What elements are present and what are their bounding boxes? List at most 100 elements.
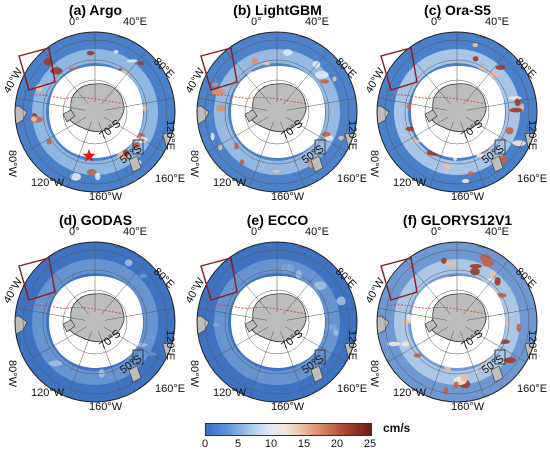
meridian-line bbox=[103, 326, 165, 363]
inset-box bbox=[494, 139, 506, 155]
meridian-line bbox=[378, 97, 448, 111]
velocity-patch bbox=[315, 70, 329, 79]
map-border bbox=[376, 241, 538, 403]
velocity-patch bbox=[212, 322, 220, 327]
study-region-box bbox=[200, 257, 238, 301]
meridian-line bbox=[463, 50, 509, 105]
longitude-label: 80°W bbox=[6, 150, 18, 178]
velocity-patch bbox=[470, 267, 480, 276]
velocity-patch bbox=[494, 277, 501, 286]
velocity-patch bbox=[86, 169, 97, 175]
velocity-patch bbox=[443, 162, 451, 171]
meridian-line bbox=[101, 260, 147, 315]
velocity-patch bbox=[516, 323, 521, 332]
meridian-line bbox=[283, 50, 329, 105]
study-region-box bbox=[380, 257, 418, 301]
polar-map: 0° 40°E80°E120°E160°E160°W120°W80°W40°W70… bbox=[1, 226, 185, 413]
velocity-patch bbox=[508, 96, 522, 100]
study-region-box bbox=[200, 47, 238, 91]
study-region-box bbox=[18, 257, 56, 301]
longitude-label: 120°W bbox=[31, 387, 65, 399]
velocity-patch bbox=[98, 369, 105, 378]
longitude-label: 0° bbox=[69, 226, 80, 238]
colorbar-tick: 15 bbox=[297, 438, 311, 450]
velocity-patch bbox=[327, 324, 337, 331]
velocity-patch bbox=[479, 65, 486, 70]
velocity-patch bbox=[386, 341, 401, 347]
longitude-label: 120°E bbox=[346, 120, 358, 150]
meridian-line bbox=[25, 326, 87, 363]
panel-title: (b) LightGBM bbox=[233, 2, 322, 18]
longitude-label: 160°W bbox=[451, 191, 485, 202]
map-container: 0° 40°E 80°E 120°E 160°E 160°W 120°W 80°W 40°W 70… bbox=[1, 16, 185, 207]
velocity-patch bbox=[472, 43, 478, 48]
velocity-patch bbox=[48, 360, 63, 367]
panel-ecco: (e) ECCO 0° 40°E 80°E 120°E 160°E 160°W 120°W 8… bbox=[183, 212, 369, 413]
antarctic-peninsula bbox=[424, 109, 438, 123]
velocity-patch bbox=[218, 144, 223, 151]
south-america-land bbox=[197, 315, 210, 339]
panel-title: (c) Ora-S5 bbox=[424, 2, 491, 18]
longitude-label: 120°E bbox=[526, 120, 538, 150]
south-america-land bbox=[377, 105, 390, 129]
polar-map: 0° 40°E80°E120°E160°E160°W120°W80°W40°W70… bbox=[183, 226, 367, 413]
panel-title: (a) Argo bbox=[68, 2, 123, 18]
meridian-line bbox=[378, 307, 448, 321]
new-zealand-land bbox=[490, 365, 504, 383]
velocity-patch bbox=[137, 61, 145, 65]
meridian-line bbox=[286, 97, 356, 111]
velocity-patch bbox=[495, 65, 506, 70]
star-marker bbox=[82, 149, 96, 162]
meridian-line bbox=[207, 116, 269, 153]
front-contour bbox=[24, 94, 126, 105]
velocity-patch bbox=[509, 107, 523, 113]
new-zealand-land bbox=[490, 155, 504, 173]
longitude-label: 0° bbox=[69, 16, 80, 28]
south-america-land bbox=[377, 41, 380, 61]
colorbar-unit: cm/s bbox=[383, 421, 411, 435]
longitude-label: 80°W bbox=[6, 360, 18, 388]
longitude-label: 80°W bbox=[368, 360, 380, 388]
front-contour bbox=[386, 304, 488, 315]
map-border bbox=[196, 31, 358, 193]
antarctic-peninsula bbox=[62, 319, 76, 333]
south-america-land bbox=[197, 251, 200, 271]
panel-title: (d) GODAS bbox=[58, 212, 133, 228]
meridian-line bbox=[98, 331, 123, 398]
antarctica-land bbox=[250, 293, 307, 342]
velocity-patch bbox=[273, 169, 280, 173]
front-contour bbox=[206, 94, 308, 105]
velocity-patch bbox=[401, 341, 410, 347]
velocity-patch bbox=[406, 313, 412, 322]
antarctic-peninsula bbox=[244, 319, 258, 333]
longitude-label: 120°E bbox=[346, 330, 358, 360]
south-america-land bbox=[15, 105, 28, 129]
meridian-line bbox=[460, 331, 485, 398]
velocity-patch bbox=[263, 61, 271, 66]
front-contour bbox=[24, 304, 126, 315]
velocity-patch bbox=[148, 352, 156, 356]
velocity-patch bbox=[467, 171, 475, 176]
velocity-patch bbox=[512, 140, 526, 147]
velocity-patch bbox=[475, 153, 485, 158]
longitude-label: 160°W bbox=[271, 401, 305, 412]
longitude-label: 40°E bbox=[485, 16, 509, 28]
longitude-label: 160°E bbox=[517, 173, 547, 185]
velocity-patch bbox=[320, 79, 330, 84]
meridian-line bbox=[465, 116, 527, 153]
velocity-patch bbox=[453, 381, 459, 389]
velocity-patch bbox=[472, 56, 479, 62]
map-container: 0° 40°E 80°E 120°E 160°E 160°W 120°W 80°W 40°W 70… bbox=[363, 16, 547, 207]
longitude-label: 80°W bbox=[188, 360, 200, 388]
meridian-line bbox=[198, 97, 268, 111]
antarctica-land bbox=[250, 83, 307, 132]
meridian-line bbox=[465, 326, 527, 363]
longitude-label: 80°W bbox=[368, 150, 380, 178]
meridian-line bbox=[249, 331, 274, 398]
panel-oras5: (c) Ora-S5 0° 40°E 80°E 120°E 160°E 160°W 120°… bbox=[363, 2, 549, 203]
velocity-patch bbox=[514, 98, 521, 107]
velocity-patch bbox=[505, 127, 514, 135]
meridian-line bbox=[285, 116, 347, 153]
study-region-box bbox=[380, 47, 418, 91]
velocity-patch bbox=[31, 116, 37, 122]
